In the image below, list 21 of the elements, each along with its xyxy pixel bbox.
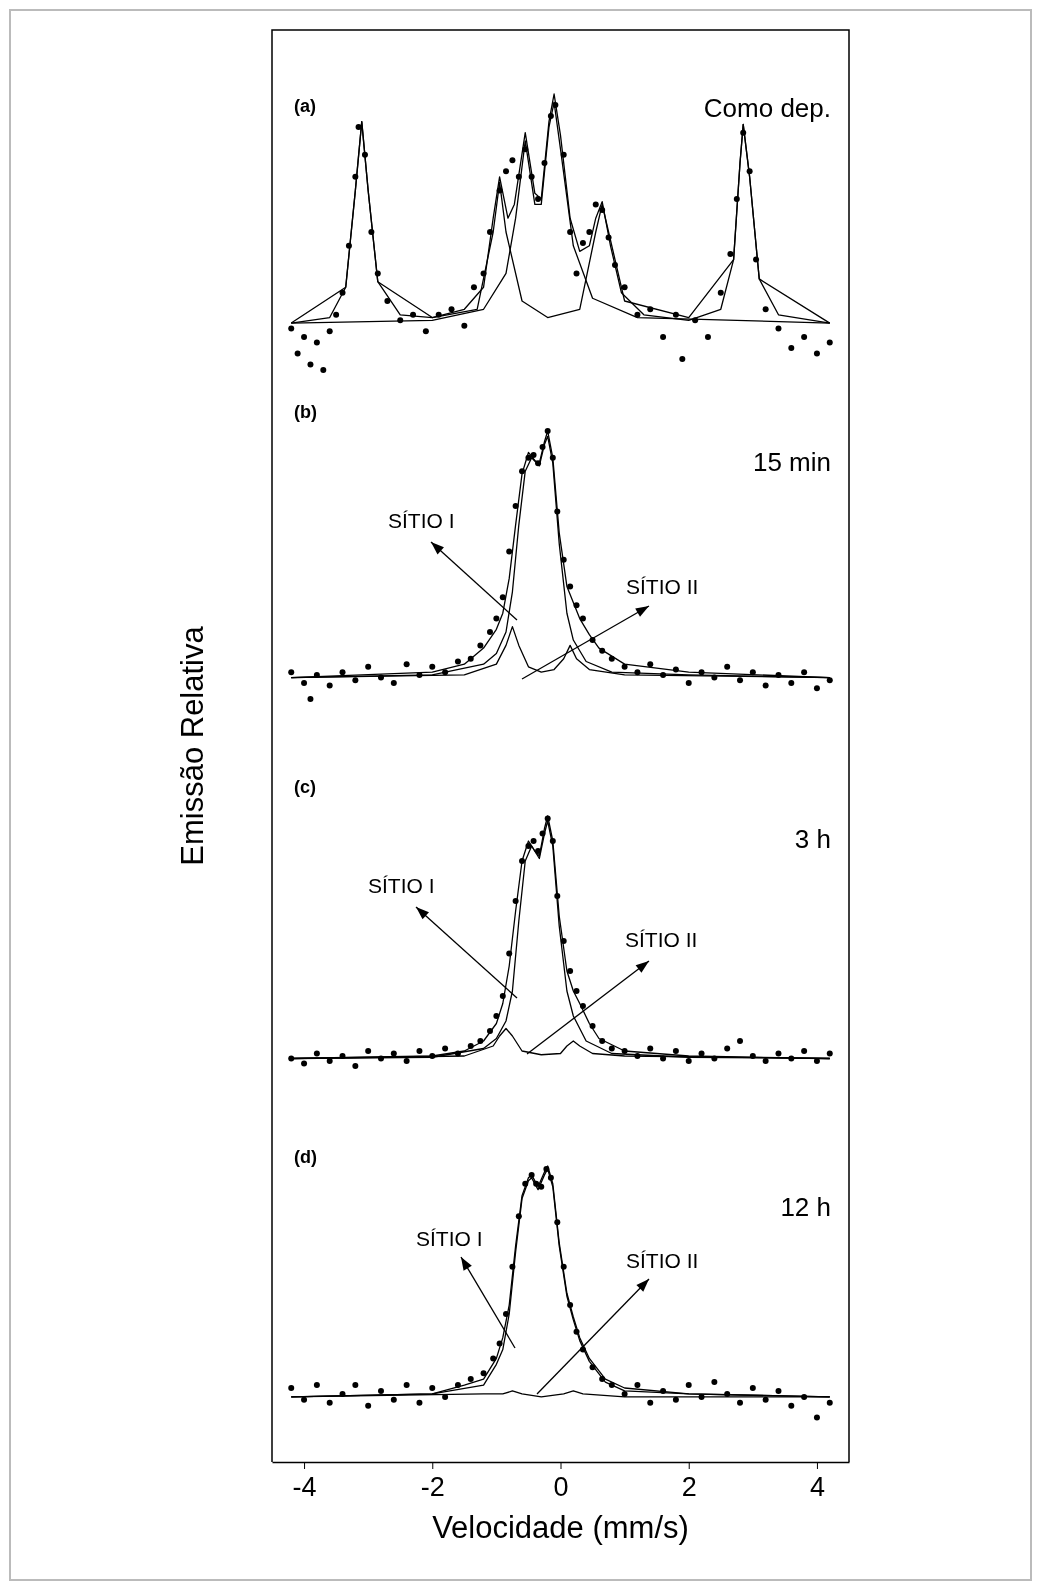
annotation: SÍTIO I <box>416 1227 483 1250</box>
x-tick-label: 0 <box>553 1472 569 1503</box>
chart-title: (d) <box>294 1147 317 1167</box>
chart-title: (b) <box>294 402 317 422</box>
x-tick-label: -2 <box>420 1472 445 1503</box>
chart-title: (a) <box>294 96 316 116</box>
annotation: SÍTIO I <box>368 874 435 897</box>
y-axis-title: Emissão Relativa <box>175 625 210 866</box>
chart-subtitle: 3 h <box>794 824 831 854</box>
chart-subtitle: Como dep. <box>703 93 831 123</box>
annotation: SÍTIO I <box>388 509 455 532</box>
text: 15 min <box>752 447 831 477</box>
annotation: SÍTIO II <box>625 928 698 951</box>
annotation: SÍTIO II <box>626 575 699 598</box>
x-axis-title: Velocidade (mm/s) <box>432 1510 689 1545</box>
x-tick-label: 2 <box>681 1472 697 1503</box>
text: 12 h <box>780 1192 831 1222</box>
chart-title: (c) <box>294 777 316 797</box>
x-tick-label: 4 <box>809 1472 825 1503</box>
annotation: SÍTIO II <box>626 1249 699 1272</box>
x-tick-label: -4 <box>292 1472 317 1503</box>
